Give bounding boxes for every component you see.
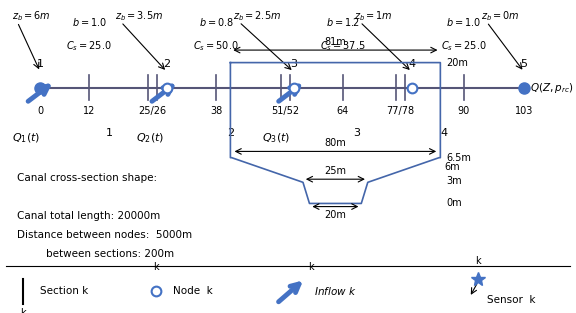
Text: $b=1.2$: $b=1.2$ <box>325 16 360 28</box>
Text: $C_s=25.0$: $C_s=25.0$ <box>441 39 487 53</box>
Text: 3: 3 <box>290 59 297 69</box>
Text: k: k <box>153 262 158 272</box>
Text: $Q_2(t)$: $Q_2(t)$ <box>136 131 164 145</box>
Text: $z_b=1$m: $z_b=1$m <box>354 9 393 23</box>
Text: Canal cross-section shape:: Canal cross-section shape: <box>17 173 157 183</box>
Text: $C_s=25.0$: $C_s=25.0$ <box>66 39 112 53</box>
Text: 4: 4 <box>440 128 447 138</box>
Text: 90: 90 <box>457 106 470 116</box>
Text: 1: 1 <box>37 59 44 69</box>
Text: $b=1.0$: $b=1.0$ <box>72 16 107 28</box>
Text: 38: 38 <box>210 106 222 116</box>
Text: 0m: 0m <box>446 198 462 208</box>
Text: $z_b=2.5$m: $z_b=2.5$m <box>233 9 281 23</box>
Text: 0: 0 <box>37 106 43 116</box>
Text: 6.5m: 6.5m <box>446 153 471 163</box>
Text: Canal total length: 20000m: Canal total length: 20000m <box>17 211 161 221</box>
Text: 2: 2 <box>164 59 170 69</box>
Text: $Q_3(t)$: $Q_3(t)$ <box>263 131 290 145</box>
Text: $Q_1(t)$: $Q_1(t)$ <box>12 131 40 145</box>
Text: Node  k: Node k <box>173 286 213 296</box>
Text: 2: 2 <box>227 128 234 138</box>
Text: 77/78: 77/78 <box>386 106 414 116</box>
Text: 103: 103 <box>515 106 533 116</box>
Text: 80m: 80m <box>324 138 346 148</box>
Text: 51/52: 51/52 <box>271 106 299 116</box>
Text: 12: 12 <box>83 106 96 116</box>
Text: 4: 4 <box>408 59 415 69</box>
Text: $Q(Z, p_{rc})$: $Q(Z, p_{rc})$ <box>530 81 574 95</box>
Text: 81m: 81m <box>324 37 346 47</box>
Text: k: k <box>20 308 26 313</box>
Text: 20m: 20m <box>446 58 468 68</box>
Text: k: k <box>308 262 314 272</box>
Text: Inflow $k$: Inflow $k$ <box>314 285 357 297</box>
Text: $b=1.0$: $b=1.0$ <box>446 16 481 28</box>
Text: Sensor  k: Sensor k <box>487 295 535 305</box>
Text: 20m: 20m <box>324 210 346 220</box>
Text: 25m: 25m <box>324 166 346 176</box>
Text: $z_b=6$m: $z_b=6$m <box>12 9 50 23</box>
Text: Distance between nodes:  5000m: Distance between nodes: 5000m <box>17 230 192 240</box>
Text: 6m: 6m <box>445 162 460 172</box>
Text: 1: 1 <box>106 128 113 138</box>
Text: $b=0.8$: $b=0.8$ <box>199 16 233 28</box>
Text: $C_s=37.5$: $C_s=37.5$ <box>320 39 366 53</box>
Text: between sections: 200m: between sections: 200m <box>46 249 174 259</box>
Text: Section k: Section k <box>40 286 89 296</box>
Text: $C_s=50.0$: $C_s=50.0$ <box>193 39 239 53</box>
Text: 64: 64 <box>336 106 349 116</box>
Text: k: k <box>475 256 481 266</box>
Text: 3: 3 <box>354 128 361 138</box>
Text: $z_b=0$m: $z_b=0$m <box>481 9 520 23</box>
Text: 25/26: 25/26 <box>139 106 166 116</box>
Text: 5: 5 <box>521 59 528 69</box>
Text: 3m: 3m <box>446 176 462 186</box>
Text: $z_b=3.5$m: $z_b=3.5$m <box>115 9 163 23</box>
